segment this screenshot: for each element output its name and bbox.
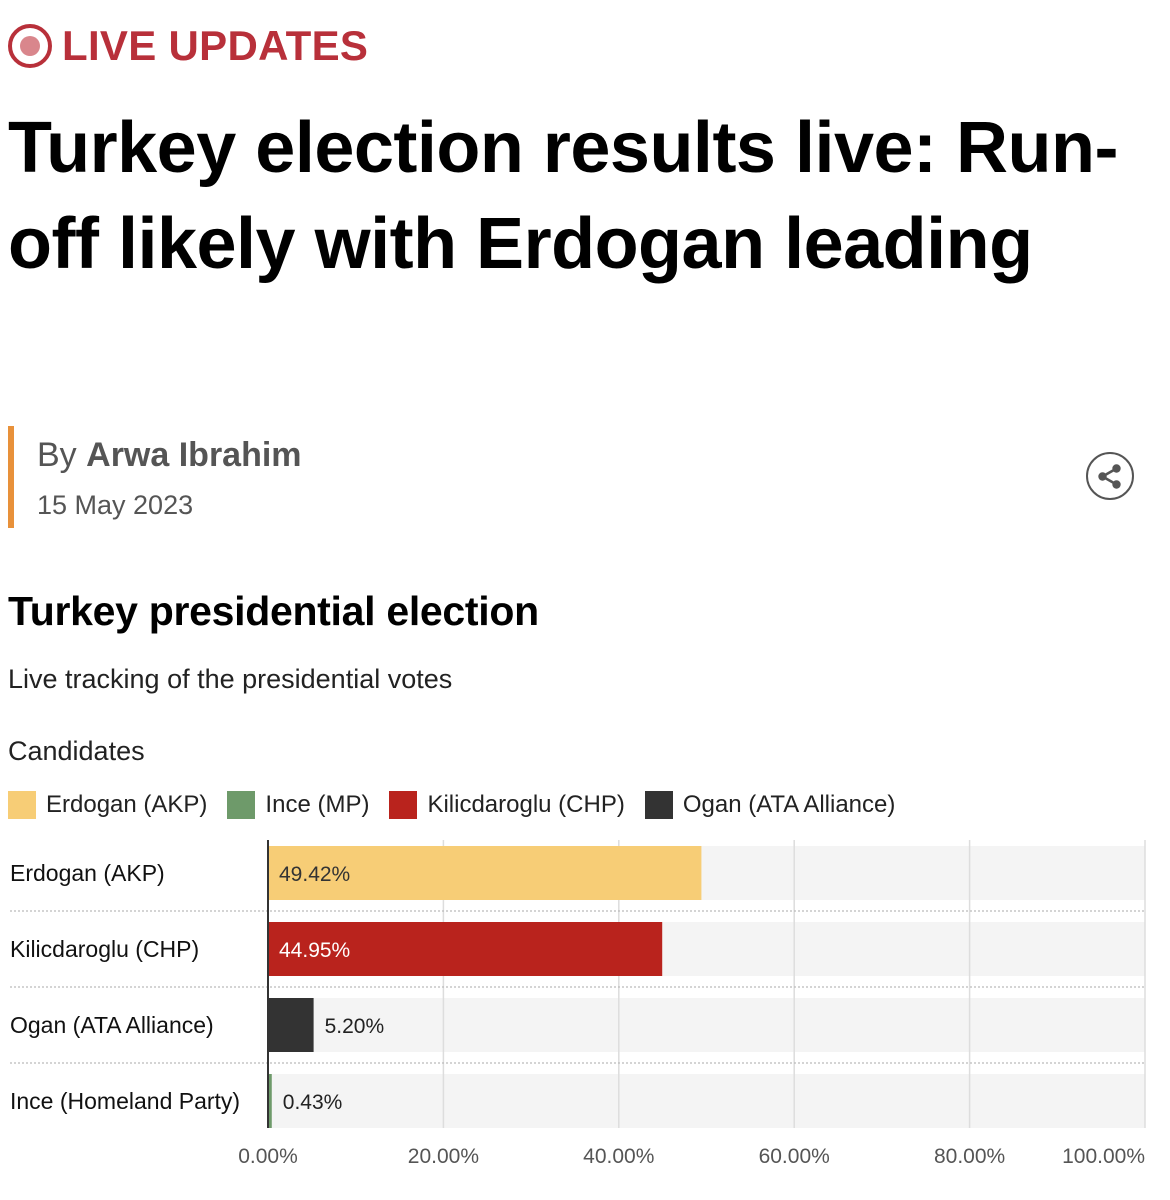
bar: [268, 846, 702, 900]
chart-legend: Erdogan (AKP) Ince (MP) Kilicdaroglu (CH…: [8, 788, 915, 822]
bar: [268, 998, 314, 1052]
category-label: Ogan (ATA Alliance): [10, 1012, 214, 1038]
share-icon: [1098, 464, 1121, 489]
data-label: 5.20%: [325, 1015, 385, 1038]
x-tick-label: 100.00%: [1062, 1145, 1145, 1168]
legend-label: Ogan (ATA Alliance): [682, 791, 896, 818]
category-label: Ince (Homeland Party): [10, 1088, 240, 1114]
category-label: Erdogan (AKP): [10, 860, 165, 886]
data-label: 49.42%: [279, 863, 350, 886]
legend-label: Kilicdaroglu (CHP): [427, 791, 625, 818]
author-link[interactable]: Arwa Ibrahim: [86, 436, 302, 474]
page-title: Turkey election results live: Run-off li…: [8, 108, 1118, 284]
bar-track: [268, 1074, 1145, 1128]
legend-swatch: [8, 791, 36, 819]
legend-item-ogan: Ogan (ATA Alliance): [644, 790, 896, 820]
bar-chart: Erdogan (AKP) 49.42% Kilicdaroglu (CHP) 44.…: [10, 840, 1146, 1168]
legend-swatch: [227, 791, 256, 819]
publish-date: 15 May 2023: [37, 490, 194, 520]
legend-swatch: [644, 791, 673, 819]
legend-item-kilicdaroglu: Kilicdaroglu (CHP): [389, 790, 625, 820]
chart-title: Turkey presidential election: [8, 588, 539, 634]
legend-title: Candidates: [8, 736, 145, 766]
legend-label: Ince (MP): [265, 791, 370, 818]
live-dot-icon: [8, 24, 52, 68]
x-tick-label: 20.00%: [408, 1145, 479, 1168]
byline: By Arwa Ibrahim 15 May 2023: [8, 426, 302, 528]
bar-track: [268, 998, 1145, 1052]
legend-item-ince: Ince (MP): [227, 790, 369, 820]
data-label: 44.95%: [279, 939, 350, 962]
legend-swatch: [389, 791, 418, 819]
author-line: By Arwa Ibrahim: [37, 435, 302, 475]
x-tick-label: 80.00%: [934, 1145, 1005, 1168]
chart-subtitle: Live tracking of the presidential votes: [8, 664, 453, 694]
byline-prefix: By: [37, 436, 77, 474]
x-tick-label: 0.00%: [238, 1145, 298, 1168]
live-updates-badge[interactable]: LIVE UPDATES: [8, 24, 368, 68]
legend-item-erdogan: Erdogan (AKP): [8, 790, 207, 820]
live-updates-label: LIVE UPDATES: [62, 22, 369, 69]
category-label: Kilicdaroglu (CHP): [10, 936, 199, 962]
share-button[interactable]: [1086, 452, 1134, 500]
bar: [268, 1074, 272, 1128]
x-tick-label: 40.00%: [583, 1145, 654, 1168]
data-label: 0.43%: [283, 1091, 343, 1114]
bar: [268, 922, 663, 976]
legend-label: Erdogan (AKP): [46, 791, 208, 818]
x-tick-label: 60.00%: [759, 1145, 830, 1168]
